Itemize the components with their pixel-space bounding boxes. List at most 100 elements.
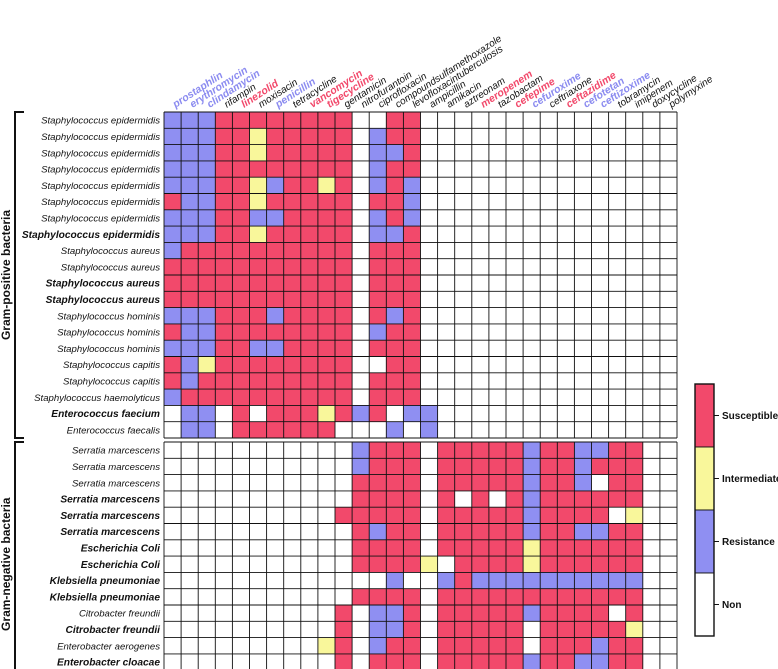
heatmap-cell bbox=[608, 405, 626, 422]
heatmap-cell bbox=[198, 275, 216, 292]
heatmap-cell bbox=[420, 209, 438, 227]
heatmap-cell bbox=[249, 588, 267, 605]
heatmap-cell bbox=[232, 177, 250, 194]
heatmap-cell bbox=[369, 209, 387, 227]
heatmap-cell bbox=[352, 193, 370, 210]
heatmap-cell bbox=[608, 177, 626, 194]
heatmap-cell bbox=[266, 242, 284, 259]
heatmap-cell bbox=[335, 372, 353, 390]
heatmap-cell bbox=[215, 160, 233, 178]
heatmap-cell bbox=[352, 112, 370, 129]
group-label: Gram-negative bacteria bbox=[0, 497, 13, 631]
heatmap-cell bbox=[608, 160, 626, 178]
heatmap-cell bbox=[625, 588, 643, 605]
heatmap-cell bbox=[164, 323, 182, 341]
heatmap-cell bbox=[335, 653, 353, 669]
heatmap-cell bbox=[215, 507, 233, 524]
heatmap-cell bbox=[352, 474, 370, 491]
heatmap-cell bbox=[420, 588, 438, 605]
heatmap-cell bbox=[164, 405, 182, 422]
row-label: Klebsiella pneumoniae bbox=[50, 592, 161, 603]
heatmap-cell bbox=[249, 421, 267, 438]
heatmap-cell bbox=[317, 507, 335, 524]
heatmap-cell bbox=[471, 405, 489, 422]
heatmap-cell bbox=[335, 442, 353, 459]
heatmap-cell bbox=[369, 653, 387, 669]
heatmap-cell bbox=[608, 112, 626, 129]
heatmap-cell bbox=[283, 372, 301, 390]
heatmap-cell bbox=[198, 458, 216, 475]
heatmap-cell bbox=[659, 490, 677, 508]
heatmap-cell bbox=[335, 588, 353, 605]
heatmap-cell bbox=[181, 372, 199, 390]
heatmap-cell bbox=[232, 421, 250, 438]
heatmap-cell bbox=[300, 572, 318, 589]
heatmap-cell bbox=[386, 177, 404, 194]
heatmap-cell bbox=[574, 372, 592, 390]
heatmap-cell bbox=[642, 507, 660, 524]
heatmap-cell bbox=[369, 556, 387, 573]
heatmap-cell bbox=[386, 490, 404, 508]
heatmap-cell bbox=[181, 539, 199, 557]
heatmap-cell bbox=[215, 356, 233, 373]
heatmap-cell bbox=[591, 112, 609, 129]
heatmap-cell bbox=[608, 144, 626, 161]
heatmap-cell bbox=[249, 372, 267, 390]
heatmap-cell bbox=[420, 226, 438, 243]
heatmap-cell bbox=[420, 421, 438, 438]
heatmap-cell bbox=[386, 323, 404, 341]
heatmap-cell bbox=[557, 372, 575, 390]
heatmap-cell bbox=[215, 389, 233, 406]
group-label: Gram-positive bacteria bbox=[0, 210, 13, 340]
heatmap-cell bbox=[437, 389, 455, 406]
row-label: Citrobacter freundii bbox=[65, 625, 160, 636]
heatmap-cell bbox=[642, 523, 660, 540]
heatmap-cell bbox=[471, 507, 489, 524]
heatmap-cell bbox=[420, 490, 438, 508]
heatmap-cell bbox=[335, 193, 353, 210]
heatmap-cell bbox=[215, 572, 233, 589]
heatmap-cell bbox=[420, 275, 438, 292]
row-label: Escherichia Coli bbox=[81, 543, 160, 554]
row-label: Serratia marcescens bbox=[60, 527, 160, 538]
heatmap-cell bbox=[403, 160, 421, 178]
heatmap-cell bbox=[386, 523, 404, 540]
heatmap-cell bbox=[335, 421, 353, 438]
heatmap-cell bbox=[540, 323, 558, 341]
heatmap-cell bbox=[317, 242, 335, 259]
heatmap-cell bbox=[300, 507, 318, 524]
heatmap-cell bbox=[403, 209, 421, 227]
heatmap-cell bbox=[642, 112, 660, 129]
heatmap-cell bbox=[506, 340, 524, 357]
heatmap-cell bbox=[317, 128, 335, 145]
heatmap-cell bbox=[266, 405, 284, 422]
heatmap-cell bbox=[625, 653, 643, 669]
heatmap-cell bbox=[386, 307, 404, 324]
heatmap-cell bbox=[608, 258, 626, 275]
heatmap-cell bbox=[625, 539, 643, 557]
heatmap-cell bbox=[471, 389, 489, 406]
heatmap-cell bbox=[523, 323, 541, 341]
heatmap-cell bbox=[317, 405, 335, 422]
heatmap-cell bbox=[335, 291, 353, 308]
row-label: Staphylococcus aureus bbox=[46, 279, 161, 290]
heatmap-cell bbox=[488, 340, 506, 357]
heatmap-cell bbox=[659, 340, 677, 357]
heatmap-cell bbox=[523, 128, 541, 145]
heatmap-cell bbox=[540, 572, 558, 589]
heatmap-cell bbox=[659, 442, 677, 459]
heatmap-cell bbox=[642, 421, 660, 438]
heatmap-cell bbox=[420, 637, 438, 654]
heatmap-cell bbox=[232, 340, 250, 357]
heatmap-cell bbox=[488, 258, 506, 275]
heatmap-cell bbox=[608, 242, 626, 259]
heatmap-cell bbox=[369, 372, 387, 390]
heatmap-cell bbox=[369, 507, 387, 524]
heatmap-cell bbox=[300, 242, 318, 259]
heatmap-cell bbox=[215, 242, 233, 259]
heatmap-cell bbox=[471, 556, 489, 573]
heatmap-cell bbox=[420, 323, 438, 341]
heatmap-cell bbox=[488, 523, 506, 540]
heatmap-cell bbox=[266, 490, 284, 508]
heatmap-cell bbox=[266, 291, 284, 308]
